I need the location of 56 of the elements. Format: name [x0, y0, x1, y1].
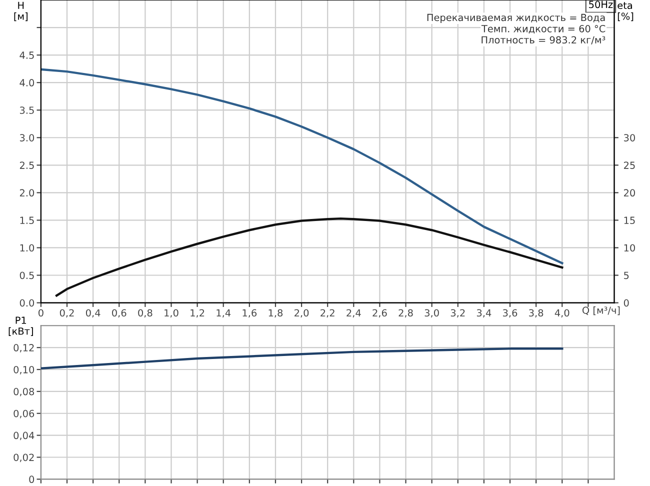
x-tick-label: 3,4: [476, 309, 492, 318]
y2-tick-label: 25: [624, 162, 635, 169]
y2-tick-label: 15: [624, 216, 635, 224]
y2-tick-label: 30: [624, 134, 636, 142]
x-tick-label: 1,2: [190, 309, 204, 318]
y-tick-label: 0: [29, 476, 34, 484]
x-tick-label: 0: [38, 309, 44, 317]
x-tick-label: 1,0: [164, 309, 178, 318]
y-tick-label: 1.5: [20, 216, 34, 224]
x-tick-label: 3,2: [450, 309, 465, 318]
x-tick-label: 3,8: [529, 309, 544, 318]
x-tick-label: 4,0: [554, 309, 570, 318]
x-tick-label: 1,6: [242, 309, 257, 318]
x-tick-label: 2,8: [398, 309, 413, 318]
y2-tick-label: 10: [624, 244, 636, 252]
x-tick-label: 2,6: [372, 309, 387, 318]
y-tick-label: 2.5: [20, 162, 34, 169]
x-tick-label: 0,8: [138, 309, 152, 318]
y-tick-label: 0.5: [20, 272, 34, 280]
x-axis-title: Q [м³/ч]: [582, 306, 620, 316]
y-tick-label: 0,10: [14, 366, 34, 374]
y2-tick-label: 0: [624, 299, 629, 307]
annotation: Перекачиваемая жидкость = Вода: [427, 14, 605, 24]
y-tick-label: 3.0: [20, 134, 34, 142]
y-axis-title: H [м]: [14, 2, 28, 22]
annotation: 50Hz: [589, 0, 613, 8]
x-tick-label: 0,6: [112, 309, 126, 318]
x-tick-label: 1,4: [216, 309, 231, 318]
x-tick-label: 3,6: [503, 309, 518, 318]
y2-axis-title: eta [%]: [618, 2, 634, 22]
x-tick-label: 1,8: [268, 309, 283, 318]
x-tick-label: 2,2: [320, 309, 334, 318]
y-tick-label: 0.0: [20, 299, 34, 307]
x-tick-label: 0,4: [86, 309, 100, 318]
x-tick-label: 0,2: [60, 309, 74, 318]
y-tick-label: 0,04: [14, 432, 34, 440]
y-tick-label: 0,08: [14, 388, 34, 396]
line-series: [40, 348, 564, 370]
y2-tick-label: 20: [624, 189, 636, 197]
y-tick-label: 1.0: [20, 244, 34, 252]
y2-tick-label: 5: [624, 272, 629, 280]
y-tick-label: 0,02: [14, 454, 34, 462]
y-tick-label: 4.0: [20, 79, 34, 86]
y-axis-title: P1 [кВт]: [8, 316, 33, 336]
y-tick-label: 3.5: [20, 106, 34, 114]
y-tick-label: 0,06: [14, 410, 34, 418]
line-series: [55, 217, 564, 297]
line-series: [40, 68, 564, 264]
y-tick-label: 4.5: [20, 52, 34, 59]
x-tick-label: 3,0: [424, 309, 439, 318]
x-tick-label: 2,4: [346, 309, 361, 318]
y-tick-label: 0,12: [14, 344, 34, 352]
y-tick-label: 2.0: [20, 189, 34, 197]
x-tick-label: 2,0: [294, 309, 309, 318]
annotation: Плотность = 983.2 кг/м³: [482, 36, 606, 44]
annotation: Темп. жидкости = 60 °C: [481, 25, 606, 34]
